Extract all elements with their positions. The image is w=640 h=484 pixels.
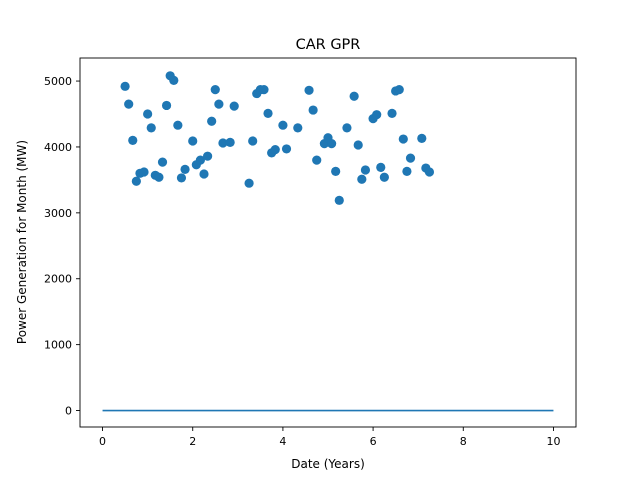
- scatter-point: [188, 136, 198, 146]
- scatter-point: [218, 138, 228, 148]
- scatter-point: [143, 109, 153, 119]
- x-tick-label: 10: [546, 435, 560, 448]
- scatter-point: [139, 167, 149, 177]
- scatter-point: [124, 99, 134, 109]
- scatter-point: [372, 110, 382, 120]
- x-tick-label: 6: [370, 435, 377, 448]
- y-tick-label: 4000: [44, 141, 72, 154]
- scatter-point: [180, 164, 190, 174]
- x-axis-label: Date (Years): [291, 457, 365, 471]
- y-axis-label: Power Generation for Month (MW): [15, 140, 29, 344]
- chart-title: CAR GPR: [296, 37, 361, 53]
- scatter-point: [244, 178, 254, 188]
- y-tick-label: 2000: [44, 273, 72, 286]
- scatter-point: [270, 144, 280, 155]
- scatter-point: [207, 116, 217, 126]
- scatter-point: [334, 195, 344, 205]
- scatter-point: [199, 169, 209, 179]
- plot-layer: [102, 71, 554, 412]
- scatter-point: [349, 91, 359, 101]
- scatter-point: [176, 173, 187, 183]
- scatter-point: [214, 99, 224, 109]
- scatter-point: [357, 174, 367, 184]
- scatter-point: [304, 85, 314, 95]
- scatter-point: [331, 166, 341, 176]
- scatter-point: [360, 165, 371, 175]
- scatter-point: [312, 155, 322, 165]
- scatter-point: [154, 172, 164, 182]
- scatter-point: [342, 123, 352, 133]
- scatter-point: [263, 108, 273, 118]
- scatter-point: [394, 85, 404, 95]
- scatter-point: [379, 172, 389, 182]
- scatter-point: [169, 75, 179, 85]
- scatter-point: [146, 123, 156, 133]
- scatter-point: [387, 108, 397, 118]
- y-tick-label: 5000: [44, 75, 72, 88]
- scatter-point: [417, 133, 427, 143]
- y-tick-label: 3000: [44, 207, 72, 220]
- scatter-point: [203, 151, 213, 161]
- axis-layer: 0 2 4 6 8 10 0 1000 2000 3000 4000 5000: [44, 57, 577, 448]
- scatter-point: [173, 120, 183, 130]
- x-tick-label: 8: [460, 435, 467, 448]
- scatter-point: [120, 81, 130, 91]
- scatter-point: [248, 136, 258, 146]
- plot-frame: [79, 57, 577, 428]
- scatter-point: [405, 153, 416, 163]
- scatter-point: [353, 140, 363, 150]
- scatter-point: [157, 157, 168, 167]
- scatter-point: [376, 162, 386, 172]
- scatter-point: [308, 105, 318, 115]
- scatter-point: [131, 176, 141, 186]
- y-tick-label: 0: [65, 405, 72, 418]
- x-tick-label: 0: [99, 435, 106, 448]
- scatter-point: [229, 101, 239, 111]
- scatter-point: [225, 137, 235, 147]
- scatter-point: [402, 166, 412, 176]
- scatter-point: [278, 120, 288, 130]
- scatter-point: [398, 134, 408, 144]
- scatter-point: [424, 167, 435, 177]
- scatter-point: [128, 135, 138, 145]
- scatter-point: [210, 85, 220, 95]
- scatter-point: [327, 139, 337, 149]
- y-tick-label: 1000: [44, 339, 72, 352]
- scatter-point: [281, 144, 292, 154]
- scatter-point: [293, 123, 303, 133]
- scatter-point: [195, 155, 205, 165]
- x-tick-label: 2: [189, 435, 196, 448]
- scatter-point: [259, 85, 269, 95]
- scatter-point: [161, 100, 172, 111]
- x-tick-label: 4: [279, 435, 286, 448]
